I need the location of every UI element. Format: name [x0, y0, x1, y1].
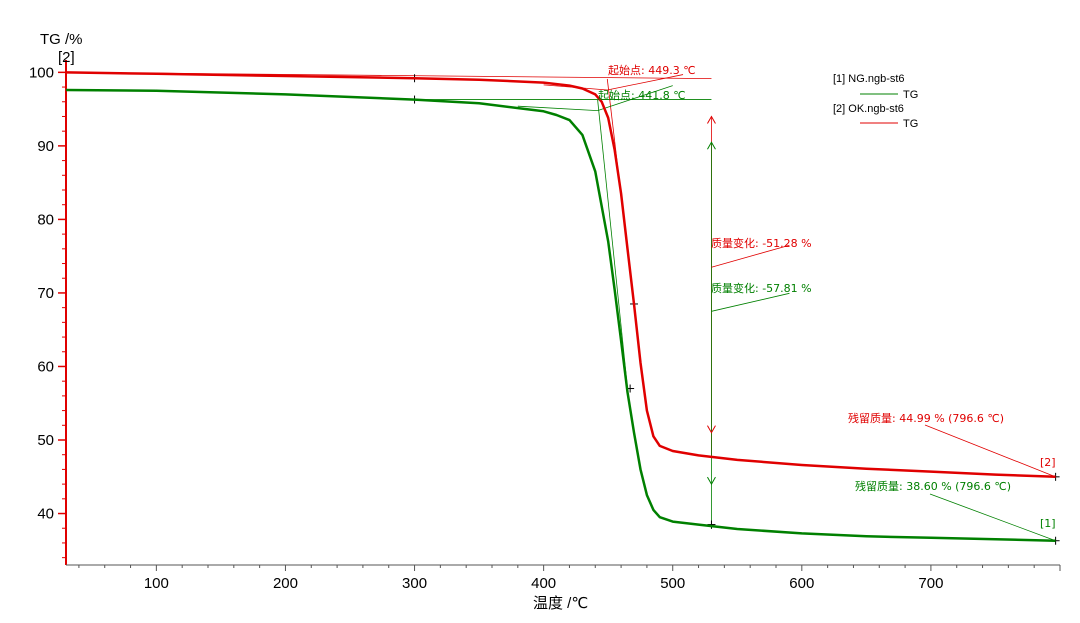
- y-axis-subtitle: [2]: [58, 49, 75, 66]
- x-tick-label: 700: [918, 575, 943, 592]
- y-tick-label: 80: [37, 211, 54, 228]
- annotation-lines: [65, 71, 1060, 545]
- series-line-1: [65, 71, 1056, 479]
- mass-change-red-label: 质量变化: -51.28 %: [711, 236, 812, 250]
- arrow-head-red-top: [707, 115, 716, 124]
- x-tick-label: 100: [144, 575, 169, 592]
- residue-green-leader: [929, 493, 1056, 542]
- residue-red-label: 残留质量: 44.99 % (796.6 ℃): [848, 411, 1004, 425]
- x-tick-label: 600: [789, 575, 814, 592]
- series-line-2: [65, 88, 1056, 542]
- arrow-head-green-bottom: [707, 476, 716, 486]
- marker-red-label: [2]: [1040, 456, 1056, 469]
- onset-green-leader-b: [597, 85, 673, 111]
- onset-red-label: 起始点: 449.3 ℃: [608, 63, 696, 77]
- x-tick-label: 500: [660, 575, 685, 592]
- y-tick-label: 40: [37, 506, 54, 523]
- y-axis-title: TG /%: [40, 31, 83, 48]
- x-axis-title: 温度 /℃: [533, 595, 588, 612]
- legend-entry-2-label: TG: [903, 118, 918, 130]
- annotation-labels: TG /% [2] 温度 /℃ 起始点: 449.3 ℃ 起始点: 441.8 …: [40, 31, 1056, 612]
- mass-change-red-leader: [711, 244, 790, 268]
- legend: [1] NG.ngb-st6 TG [2] OK.ngb-st6 TG: [833, 73, 918, 130]
- legend-entry-1-name: [1] NG.ngb-st6: [833, 73, 905, 85]
- y-tick-label: 90: [37, 138, 54, 155]
- onset-red-leader-b: [607, 74, 684, 91]
- arrow-head-red-bottom: [707, 425, 716, 434]
- series-layer: [65, 71, 1056, 542]
- axes: 40 50 60 70 80 90 100 100 200 300 400 500 600 700: [29, 60, 1061, 592]
- x-tick-label: 200: [273, 575, 298, 592]
- residue-green-label: 残留质量: 38.60 % (796.6 ℃): [855, 479, 1011, 493]
- residue-red-leader: [924, 424, 1056, 478]
- onset-green-leader-a: [517, 105, 598, 111]
- marker-green-label: [1]: [1040, 517, 1056, 530]
- y-tick-label: 70: [37, 285, 54, 302]
- onset-green-label: 起始点: 441.8 ℃: [598, 88, 686, 102]
- x-tick-label: 400: [531, 575, 556, 592]
- x-tick-label: 300: [402, 575, 427, 592]
- mass-change-green-label: 质量变化: -57.81 %: [711, 281, 812, 295]
- onset-green-tangent: [597, 99, 628, 389]
- legend-entry-1-label: TG: [903, 89, 918, 101]
- mass-change-green-leader: [711, 292, 790, 312]
- arrow-head-green-top: [707, 141, 716, 150]
- y-tick-label: 100: [29, 64, 54, 81]
- legend-entry-2-name: [2] OK.ngb-st6: [833, 103, 904, 115]
- y-tick-label: 60: [37, 358, 54, 375]
- y-tick-label: 50: [37, 432, 54, 449]
